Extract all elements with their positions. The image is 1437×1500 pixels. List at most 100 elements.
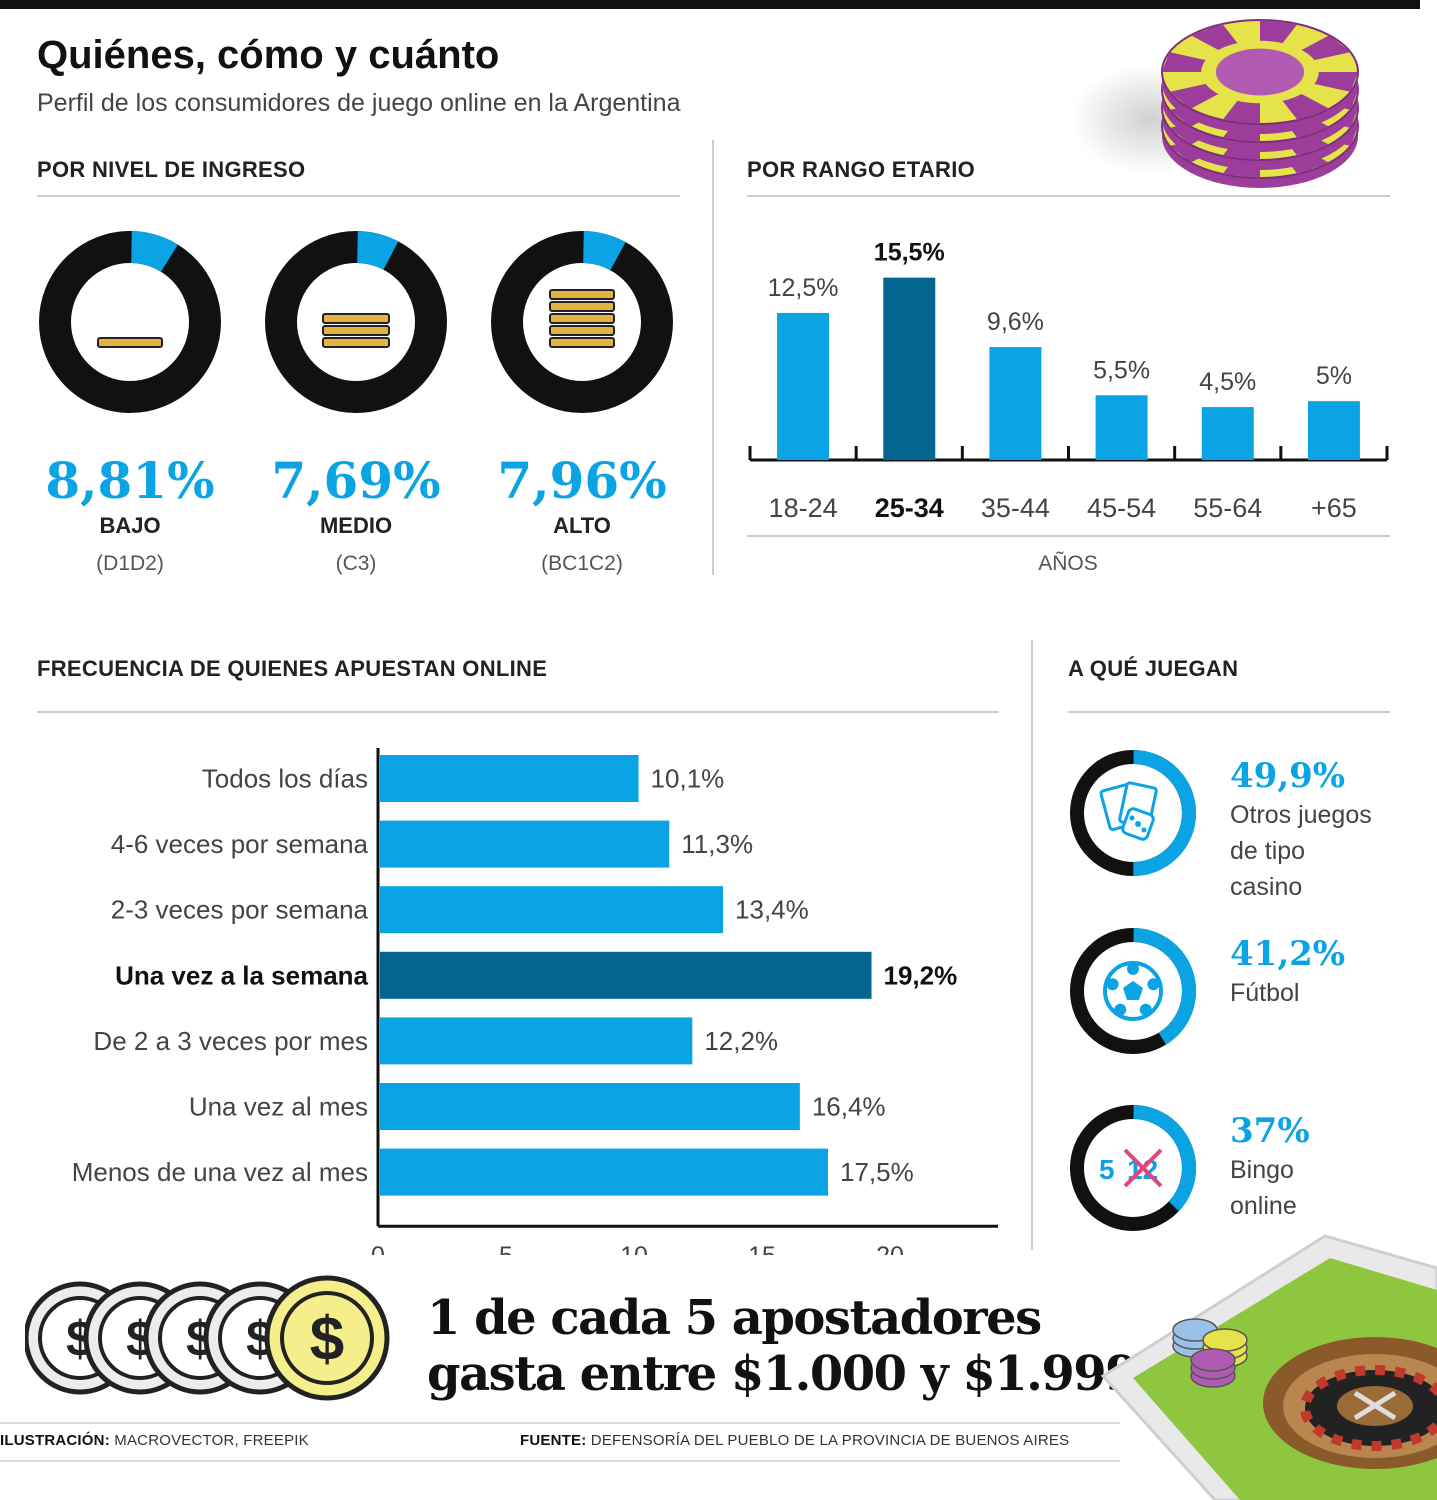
- freq-data-label: 16,4%: [812, 1092, 886, 1122]
- age-data-label: 12,5%: [768, 274, 839, 302]
- age-bar: [1201, 407, 1254, 460]
- illustration-credit-label: ILUSTRACIÓN:: [0, 1432, 110, 1449]
- credits-rule: [0, 1422, 1120, 1424]
- income-level: MEDIO: [320, 513, 392, 538]
- source-credit-value: DEFENSORÍA DEL PUEBLO DE LA PROVINCIA DE…: [590, 1432, 1070, 1449]
- gold-bar-icon: [549, 325, 615, 336]
- age-data-label: 4,5%: [1199, 368, 1256, 396]
- freq-data-label: 12,2%: [704, 1026, 778, 1056]
- freq-category-label: Todos los días: [202, 764, 368, 794]
- freq-data-label: 19,2%: [884, 960, 958, 990]
- small-chip: [1202, 1328, 1248, 1352]
- age-tick-label: 18-24: [769, 493, 838, 523]
- game-percent: 37%: [1230, 1111, 1310, 1151]
- income-heading: POR NIVEL DE INGRESO: [37, 157, 306, 182]
- game-ring-slice: [1133, 750, 1196, 876]
- income-level: ALTO: [553, 513, 611, 538]
- gold-bar-icon: [322, 337, 390, 348]
- games-divider: [1031, 640, 1033, 1250]
- dice-pip: [1129, 815, 1135, 821]
- game-label-line: Otros juegos: [1230, 801, 1372, 829]
- headline-line-1: 1 de cada 5 apostadores: [427, 1290, 1042, 1346]
- section-divider: [712, 140, 714, 575]
- game-percent: 49,9%: [1230, 756, 1345, 796]
- top-bar: [0, 0, 1420, 9]
- freq-bar: [380, 1083, 800, 1130]
- ball-patch: [1139, 1003, 1152, 1016]
- game-percent: 41,2%: [1230, 934, 1345, 974]
- freq-data-label: 10,1%: [651, 764, 725, 794]
- income-donut-ring: [39, 231, 221, 413]
- freq-category-label: Una vez a la semana: [115, 960, 368, 990]
- income-percent: 7,96%: [497, 451, 666, 510]
- freq-x-tick-label: 20: [876, 1242, 904, 1255]
- ball-patch: [1147, 978, 1160, 991]
- coins-illustration: $ $ $ $ $: [25, 1275, 390, 1401]
- income-donut-ring: [491, 231, 673, 413]
- bingo-icon: 512: [1099, 1148, 1163, 1188]
- game-label-line: Bingo: [1230, 1156, 1294, 1184]
- soccer-ball-icon: [1103, 961, 1163, 1021]
- poker-chips-illustration: [1070, 19, 1359, 188]
- income-percent: 8,81%: [45, 451, 214, 510]
- age-bar: [777, 312, 830, 460]
- freq-bar: [380, 755, 639, 802]
- gold-bar-icon: [97, 337, 163, 348]
- headline-line-2: gasta entre $1.000 y $1.999: [427, 1346, 1139, 1402]
- games-heading-rule: [1068, 711, 1390, 713]
- income-donut-slice: [582, 231, 626, 271]
- age-x-title: AÑOS: [1038, 551, 1098, 575]
- freq-data-label: 17,5%: [840, 1157, 914, 1187]
- dice-pip: [1135, 821, 1141, 827]
- game-ring-slice: [1133, 928, 1196, 1045]
- freq-bar: [380, 1017, 693, 1065]
- gold-bar-icon: [549, 313, 615, 324]
- age-bar: [1307, 401, 1360, 460]
- income-donut-slice: [130, 231, 178, 273]
- income-donut-slice: [356, 231, 399, 271]
- age-data-label: 15,5%: [874, 239, 945, 267]
- income-donuts: 8,81% BAJO (D1D2) 7,69% MEDIO (C3) 7,96% ALTO (B…: [39, 231, 673, 575]
- age-tick-label: 35-44: [981, 493, 1050, 523]
- income-code: (C3): [336, 552, 377, 575]
- age-bar: [1095, 395, 1148, 460]
- bingo-number: 5: [1099, 1154, 1115, 1185]
- gold-bar-icon: [322, 313, 390, 324]
- gold-bar-icon: [549, 337, 615, 348]
- page-subtitle: Perfil de los consumidores de juego onli…: [37, 89, 681, 117]
- income-percent: 7,69%: [271, 451, 440, 510]
- age-tick-label: 25-34: [875, 493, 944, 523]
- income-code: (BC1C2): [541, 552, 623, 575]
- income-level: BAJO: [99, 513, 160, 538]
- ball-patch: [1106, 978, 1119, 991]
- freq-x-tick-label: 15: [748, 1242, 776, 1255]
- freq-bar: [380, 886, 724, 934]
- age-tick-label: 55-64: [1193, 493, 1262, 523]
- gold-bar-icon: [549, 301, 615, 312]
- illustration-credit-value: MACROVECTOR, FREEPIK: [114, 1432, 309, 1449]
- games-heading: A QUÉ JUEGAN: [1068, 656, 1239, 681]
- ball-patch: [1114, 1003, 1127, 1016]
- game-label-line: de tipo: [1230, 837, 1305, 865]
- chip-center: [1215, 48, 1305, 96]
- roulette-spinner-b: [1353, 1390, 1397, 1421]
- freq-category-label: Una vez al mes: [189, 1092, 368, 1122]
- illustration-credit: ILUSTRACIÓN: MACROVECTOR, FREEPIK: [0, 1432, 309, 1449]
- freq-data-label: 13,4%: [735, 895, 809, 925]
- roulette-tablet-illustration: [1100, 1234, 1437, 1500]
- age-tick-label: +65: [1311, 493, 1357, 523]
- cards-dice-icon: [1099, 781, 1158, 841]
- freq-category-label: 2-3 veces por semana: [111, 895, 369, 925]
- freq-bar: [380, 820, 670, 868]
- source-credit-label: FUENTE:: [520, 1432, 587, 1449]
- freq-x-tick-label: 0: [371, 1242, 385, 1255]
- roulette-wheel-pockets: [1300, 1365, 1437, 1451]
- frequency-heading: FRECUENCIA DE QUIENES APUESTAN ONLINE: [37, 656, 548, 681]
- dice-pip: [1141, 827, 1147, 833]
- ball-patch: [1123, 981, 1143, 1000]
- freq-category-label: De 2 a 3 veces por mes: [93, 1026, 368, 1056]
- freq-category-label: 4-6 veces por semana: [111, 829, 369, 859]
- frequency-heading-rule: [37, 711, 999, 713]
- freq-bar: [380, 1148, 828, 1196]
- income-donut-ring: [265, 231, 447, 413]
